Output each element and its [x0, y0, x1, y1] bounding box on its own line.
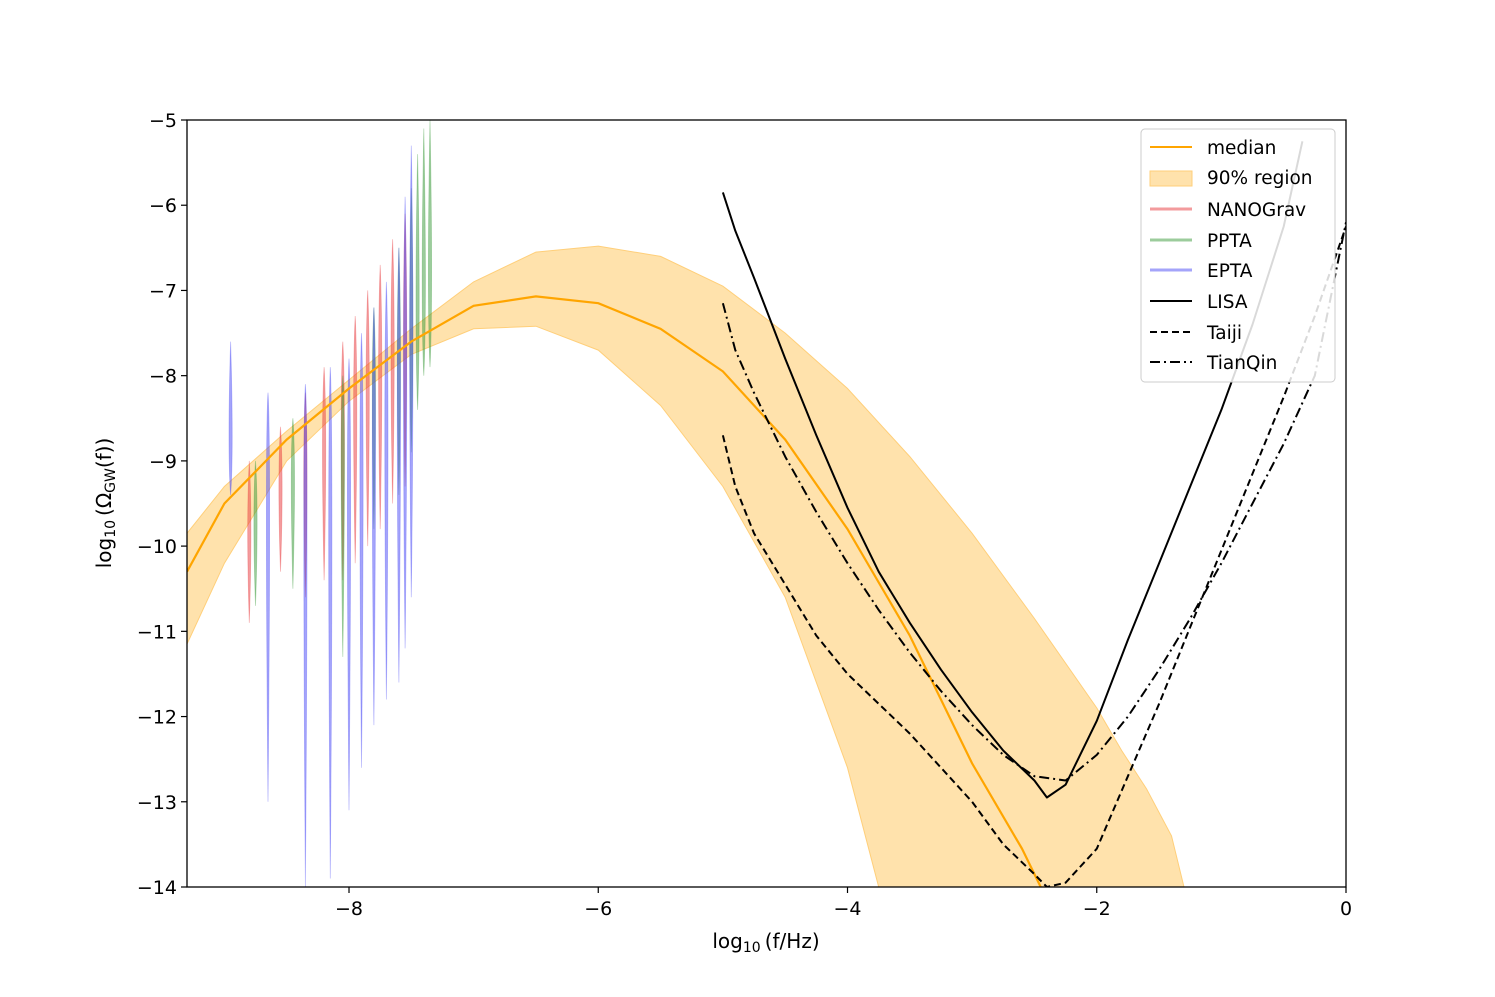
y-tick-label-0: −5	[149, 110, 177, 132]
pta-violin-ppta-17	[421, 128, 426, 376]
curve-lisa	[721, 141, 1304, 799]
legend-label-median: median	[1207, 138, 1276, 159]
median-layer	[187, 295, 1042, 887]
x-axis: −8 −6 −4 −2 0	[335, 887, 1352, 920]
y-tick-label-7: −12	[137, 707, 177, 729]
legend-label-taiji: Taiji	[1206, 323, 1242, 344]
pta-violin-epta-26	[384, 281, 389, 700]
pta-violin-epta-22	[328, 367, 333, 879]
y-axis-label: log10 (ΩGW(f))	[92, 438, 119, 569]
plot-area	[187, 120, 1346, 887]
x-tick-label-1: −6	[584, 898, 612, 920]
curve-taiji	[721, 226, 1346, 887]
pta-violin-ppta-16	[415, 154, 420, 410]
curve-tianqin	[721, 222, 1346, 782]
y-axis-label-gw: GW	[103, 468, 119, 493]
pta-violin-ppta-10	[253, 460, 258, 606]
pta-violin-epta-27	[396, 247, 401, 683]
pta-violin-epta-21	[303, 384, 308, 887]
pta-violin-epta-19	[228, 341, 233, 496]
region-90-area	[187, 245, 1185, 887]
y-tick-label-1: −6	[149, 195, 177, 217]
pta-violin-nanograv-5	[353, 315, 358, 564]
legend-label-tianqin: TianQin	[1206, 353, 1277, 374]
y-tick-label-4: −9	[149, 451, 177, 473]
y-tick-label-5: −10	[137, 536, 177, 558]
pta-violin-nanograv-3	[322, 367, 327, 581]
legend-label-region: 90% region	[1207, 168, 1313, 189]
pta-violin-ppta-11	[290, 418, 295, 589]
detector-layer	[721, 141, 1346, 887]
pta-violin-epta-28	[403, 196, 408, 649]
plot-frame	[186, 119, 1347, 888]
x-tick-label-3: −2	[1083, 898, 1111, 920]
pta-violin-nanograv-7	[378, 264, 383, 530]
y-tick-label-6: −11	[137, 621, 177, 643]
legend-box	[1140, 128, 1336, 383]
y-tick-label-8: −13	[137, 792, 177, 814]
legend: median 90% region NANOGrav PPTA EPTA LIS…	[1140, 128, 1336, 383]
y-axis-label-log: log	[92, 538, 116, 569]
region-layer	[187, 245, 1185, 887]
y-tick-label-2: −7	[149, 280, 177, 302]
y-tick-label-9: −14	[137, 877, 177, 899]
pta-violin-epta-23	[347, 358, 351, 811]
legend-label-ppta: PPTA	[1207, 231, 1252, 252]
pta-violin-epta-25	[371, 307, 376, 726]
legend-label-nanograv: NANOGrav	[1207, 200, 1306, 221]
legend-label-epta: EPTA	[1207, 261, 1253, 282]
x-axis-label-sub: 10	[743, 940, 761, 956]
median-line	[187, 295, 1042, 887]
legend-label-lisa: LISA	[1207, 292, 1248, 313]
pta-violin-epta-29	[409, 145, 414, 598]
x-axis-label-rest: (f/Hz)	[765, 929, 820, 953]
pta-violin-nanograv-8	[390, 239, 395, 504]
pta-violin-nanograv-6	[365, 290, 370, 547]
x-tick-label-4: 0	[1340, 898, 1352, 920]
pta-violin-ppta-12	[340, 375, 345, 657]
x-tick-label-2: −4	[833, 898, 861, 920]
pta-violin-nanograv-1	[278, 426, 283, 572]
x-axis-label: log10 (f/Hz)	[712, 929, 819, 956]
pta-violin-epta-24	[359, 333, 364, 768]
y-axis-label-sub: 10	[103, 520, 119, 538]
pta-layer	[228, 120, 432, 887]
y-tick-label-3: −8	[149, 366, 177, 388]
legend-swatch-region	[1149, 170, 1193, 187]
pta-violin-ppta-18	[428, 120, 432, 368]
y-axis-label-pre: (Ω	[92, 493, 116, 516]
pta-violin-nanograv-0	[247, 460, 252, 623]
y-axis-label-rest: (f))	[92, 438, 116, 468]
x-tick-label-0: −8	[335, 898, 363, 920]
x-axis-label-log: log	[712, 929, 743, 953]
y-axis: −5 −6 −7 −8 −9 −10 −11 −12 −13 −14	[137, 110, 187, 899]
